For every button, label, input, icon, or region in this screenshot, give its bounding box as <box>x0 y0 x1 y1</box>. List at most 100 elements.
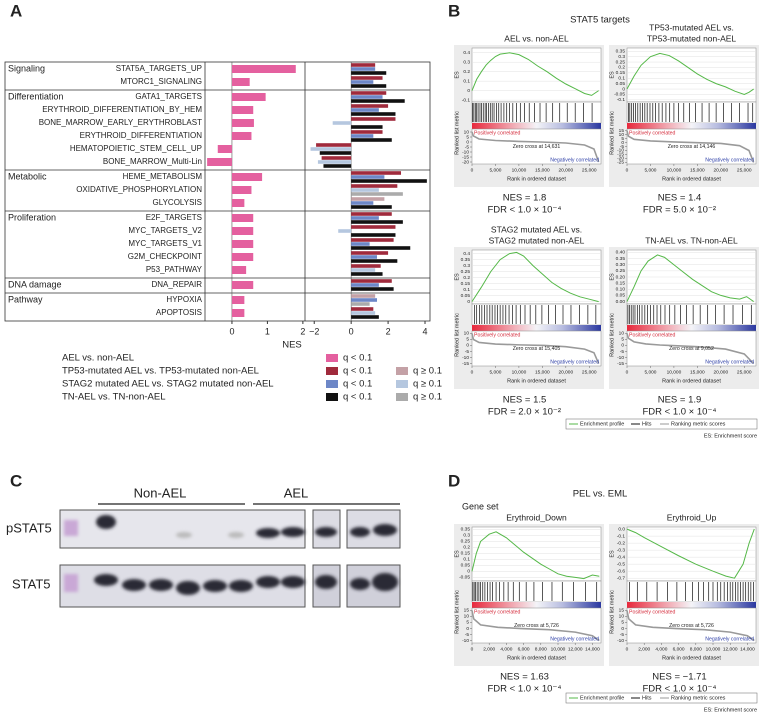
y-tick-label: -0.05 <box>614 92 625 98</box>
legend-label: q ≥ 0.1 <box>413 366 442 377</box>
es-area <box>471 249 602 305</box>
y-tick-label: 0.25 <box>461 539 471 545</box>
bar <box>231 106 254 114</box>
y-tick-label: 0.35 <box>461 527 471 533</box>
bar <box>351 76 383 80</box>
legend-label: q < 0.1 <box>343 392 372 403</box>
legend-label: Hits <box>642 695 652 701</box>
zero-cross-label: Zero cross at 14,631 <box>513 144 561 150</box>
bar <box>338 229 352 233</box>
fdr-label: FDR < 1.0 × 10⁻⁴ <box>487 205 561 216</box>
y-axis-label: ES <box>609 273 615 281</box>
y-tick-label: -20 <box>617 156 624 162</box>
x-tick-label: 6,000 <box>518 646 530 652</box>
band <box>350 527 370 537</box>
gene-set-label: BONE_MARROW_Multi-Lin <box>103 157 202 166</box>
panel-title: STAT5 targets <box>570 15 630 26</box>
y-tick-label: -5 <box>465 144 470 150</box>
y-tick-label: 5 <box>466 620 469 626</box>
y-tick-label: 0.1 <box>463 287 470 293</box>
legend-label: Enrichment profile <box>580 421 624 427</box>
legend-swatch <box>326 354 338 362</box>
y-tick-label: 10 <box>619 614 625 620</box>
gene-set-label: GLYCOLYSIS <box>153 198 203 207</box>
x-tick-label: 10,000 <box>551 646 566 652</box>
bar <box>351 287 394 291</box>
bar <box>231 214 254 222</box>
hits-area <box>626 303 757 326</box>
y-tick-label: 0.2 <box>618 65 625 71</box>
y-axis-label: ES <box>454 273 460 281</box>
x-tick-label: 15,000 <box>535 369 550 375</box>
y-tick-label: -0.05 <box>459 575 470 581</box>
y-tick-label: 0.30 <box>616 262 626 268</box>
y-tick-label: 0.25 <box>461 269 471 275</box>
bar <box>231 240 254 248</box>
y-tick-label: 15 <box>619 608 625 614</box>
ranking-metric <box>471 333 600 364</box>
y-tick-label: -10 <box>462 355 469 361</box>
nes-label: NES = 1.9 <box>658 395 702 406</box>
bar <box>351 212 392 216</box>
band <box>315 575 337 589</box>
y-tick-label: 0.1 <box>463 557 470 563</box>
rank-color-bar <box>472 602 601 608</box>
bar <box>351 138 392 142</box>
x-tick-label: 14,000 <box>740 646 755 652</box>
bar <box>319 151 352 155</box>
bar <box>310 147 352 151</box>
bar <box>351 238 394 242</box>
bar <box>351 315 379 319</box>
x-tick-label: 0 <box>626 646 629 652</box>
group-label: Proliferation <box>8 212 56 222</box>
bar <box>351 259 398 263</box>
group-label: Pathway <box>8 294 43 304</box>
negative-label: Negatively correlated <box>705 359 754 365</box>
gene-set-label: P53_PATHWAY <box>146 265 203 274</box>
x-tick-label: 5,000 <box>489 369 501 375</box>
gene-set-label: E2F_TARGETS <box>146 213 202 222</box>
y-tick-label: 10 <box>619 331 625 337</box>
y-tick-label: 0.0 <box>618 526 625 532</box>
bar <box>351 311 376 315</box>
y-tick-label: 5 <box>621 337 624 343</box>
bar <box>351 130 383 134</box>
plot-title: STAG2 mutated non-AEL <box>489 235 585 245</box>
y-axis-label: ES <box>454 550 460 558</box>
bar <box>351 233 396 237</box>
legend-label: Ranking metric scores <box>671 421 726 427</box>
bar <box>351 95 383 99</box>
y-axis-label: ES <box>609 71 615 79</box>
gene-set-label: MYC_TARGETS_V1 <box>128 239 202 248</box>
y-tick-label: -10 <box>462 149 469 155</box>
row-label: STAT5 <box>12 576 51 591</box>
y-tick-label: -5 <box>620 144 625 150</box>
hits-area <box>626 580 757 603</box>
y-tick-label: 5 <box>621 136 624 142</box>
positive-label: Positively correlated <box>474 332 521 338</box>
plot-title: TN-AEL vs. TN-non-AEL <box>645 235 738 245</box>
fdr-label: FDR < 1.0 × 10⁻⁴ <box>487 684 561 695</box>
y-tick-label: 0 <box>467 569 470 575</box>
y-tick-label: -5 <box>620 632 625 638</box>
gene-set-label: G2M_CHECKPOINT <box>128 252 202 261</box>
bar <box>217 145 232 153</box>
hits-area <box>471 580 602 603</box>
y-tick-label: -15 <box>462 361 469 367</box>
legend-label: q ≥ 0.1 <box>413 392 442 403</box>
y-tick-label: 0 <box>621 626 624 632</box>
band <box>149 579 173 591</box>
x-tick-label: 10,000 <box>667 167 682 173</box>
y-tick-label: 5 <box>621 620 624 626</box>
x-tick-label: 8,000 <box>690 646 702 652</box>
gene-set-label: OXIDATIVE_PHOSPHORYLATION <box>76 185 202 194</box>
y-tick-label: 0.40 <box>616 250 626 256</box>
bar <box>231 199 245 207</box>
bar <box>351 225 396 229</box>
bar <box>316 143 352 147</box>
legend-label: q < 0.1 <box>343 366 372 377</box>
band <box>281 527 305 537</box>
band <box>203 580 227 592</box>
band <box>94 574 118 586</box>
